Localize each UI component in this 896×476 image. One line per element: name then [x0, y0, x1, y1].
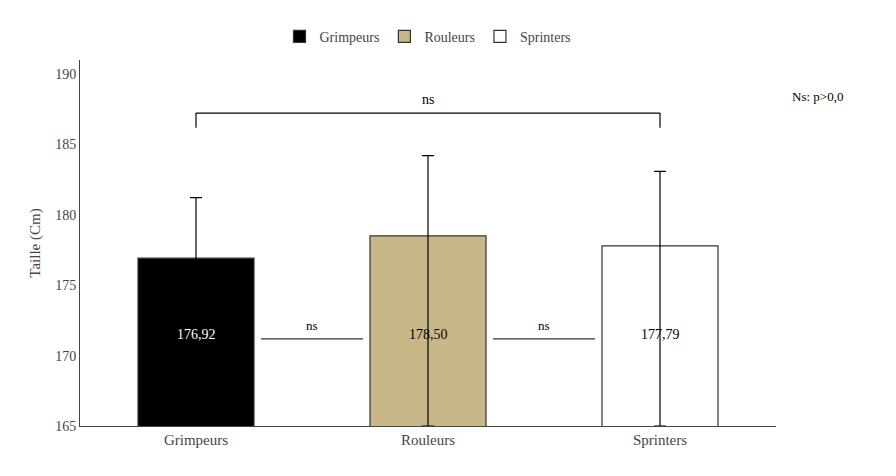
- svg-text:178,50: 178,50: [409, 327, 448, 342]
- svg-text:170: 170: [55, 349, 76, 364]
- svg-text:190: 190: [55, 67, 76, 82]
- svg-text:175: 175: [55, 278, 76, 293]
- svg-text:Ns: p>0,0: Ns: p>0,0: [792, 89, 843, 104]
- svg-text:Grimpeurs: Grimpeurs: [164, 432, 228, 448]
- svg-text:Grimpeurs: Grimpeurs: [320, 30, 380, 45]
- svg-text:Taille (Cm): Taille (Cm): [27, 208, 44, 277]
- svg-text:ns: ns: [422, 92, 434, 107]
- svg-text:185: 185: [55, 137, 76, 152]
- svg-text:Sprinters: Sprinters: [633, 432, 687, 448]
- svg-text:165: 165: [55, 419, 76, 434]
- svg-text:ns: ns: [306, 318, 318, 333]
- svg-text:Rouleurs: Rouleurs: [401, 432, 455, 448]
- svg-text:176,92: 176,92: [177, 327, 216, 342]
- svg-text:177,79: 177,79: [641, 327, 680, 342]
- svg-text:ns: ns: [538, 318, 550, 333]
- svg-text:Sprinters: Sprinters: [520, 30, 571, 45]
- svg-text:Rouleurs: Rouleurs: [424, 30, 475, 45]
- svg-text:180: 180: [55, 208, 76, 223]
